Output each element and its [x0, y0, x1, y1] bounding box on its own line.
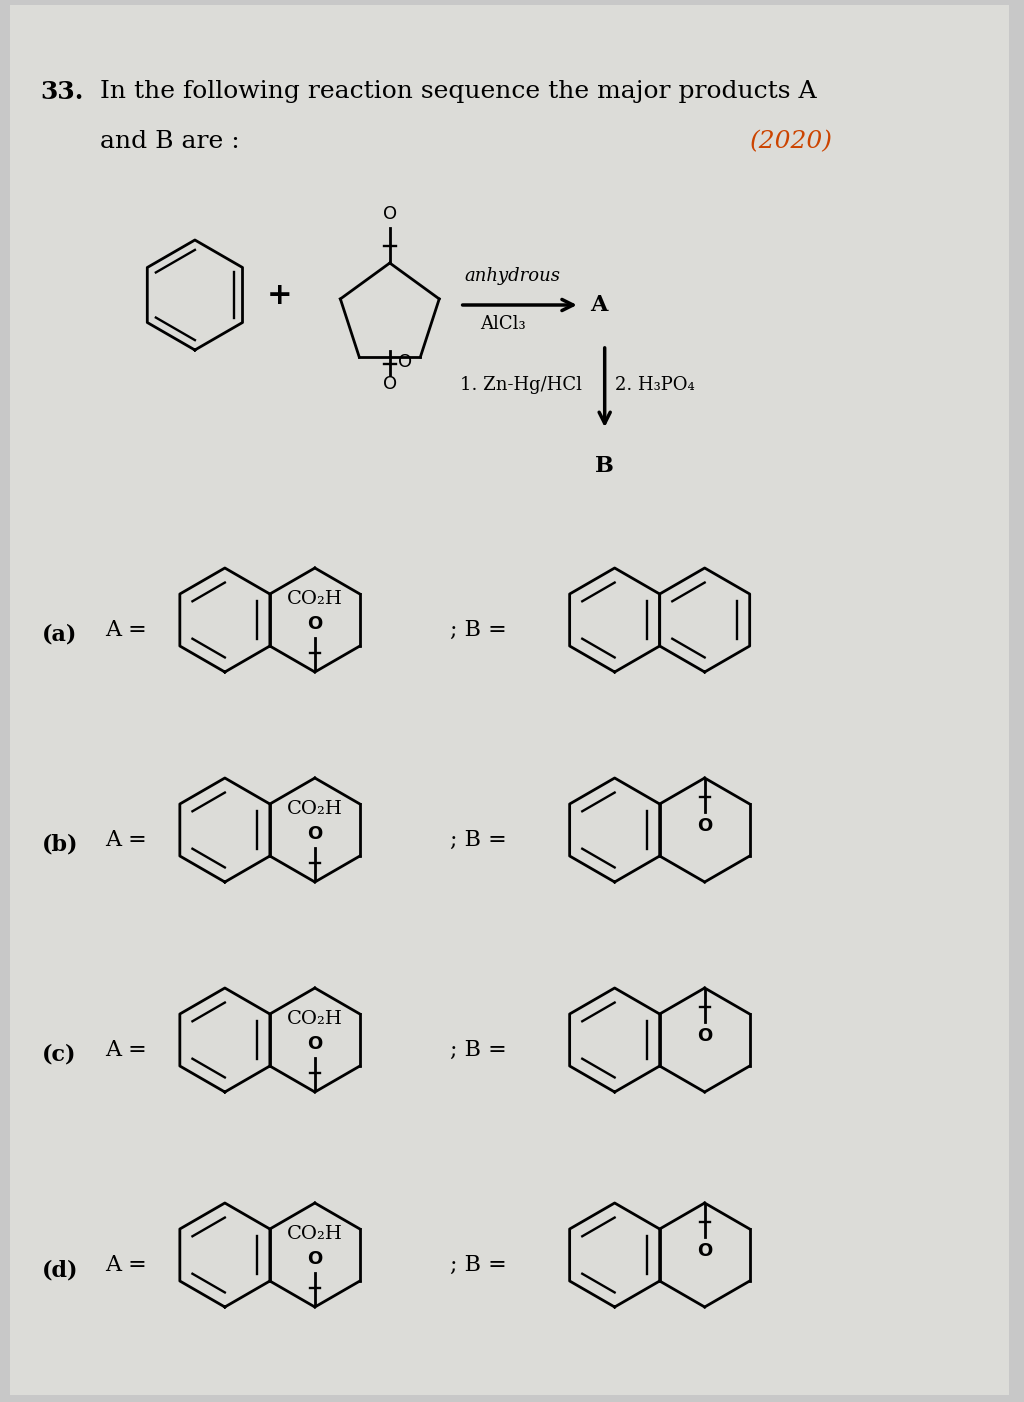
- Text: ; B =: ; B =: [450, 829, 507, 851]
- Text: 1. Zn-Hg/HCl: 1. Zn-Hg/HCl: [460, 376, 582, 394]
- Text: ; B =: ; B =: [450, 1039, 507, 1061]
- Text: O: O: [307, 1251, 323, 1269]
- Text: ; B =: ; B =: [450, 1253, 507, 1276]
- Text: O: O: [697, 817, 713, 834]
- Text: CO₂H: CO₂H: [287, 1009, 343, 1028]
- Text: In the following reaction sequence the major products A: In the following reaction sequence the m…: [100, 80, 816, 102]
- Text: 33.: 33.: [40, 80, 83, 104]
- FancyBboxPatch shape: [10, 6, 1010, 1395]
- Text: O: O: [697, 1026, 713, 1044]
- Text: 2. H₃PO₄: 2. H₃PO₄: [614, 376, 694, 394]
- Text: +: +: [267, 280, 293, 310]
- Text: O: O: [383, 205, 397, 223]
- Text: anhydrous: anhydrous: [465, 266, 561, 285]
- Text: O: O: [307, 826, 323, 843]
- Text: (c): (c): [42, 1044, 77, 1066]
- Text: O: O: [397, 353, 412, 372]
- Text: O: O: [307, 615, 323, 634]
- Text: A: A: [590, 294, 607, 315]
- Text: AlCl₃: AlCl₃: [480, 315, 525, 334]
- Text: B: B: [595, 456, 614, 477]
- Text: O: O: [307, 1035, 323, 1053]
- Text: CO₂H: CO₂H: [287, 590, 343, 608]
- Text: (b): (b): [42, 834, 79, 857]
- Text: A =: A =: [104, 829, 146, 851]
- Text: O: O: [697, 1242, 713, 1260]
- Text: (d): (d): [42, 1259, 79, 1281]
- Text: (a): (a): [42, 624, 78, 646]
- Text: A =: A =: [104, 620, 146, 641]
- Text: (2020): (2020): [750, 130, 833, 153]
- Text: CO₂H: CO₂H: [287, 801, 343, 817]
- Text: CO₂H: CO₂H: [287, 1225, 343, 1244]
- Text: and B are :: and B are :: [100, 130, 240, 153]
- Text: A =: A =: [104, 1253, 146, 1276]
- Text: ; B =: ; B =: [450, 620, 507, 641]
- Text: A =: A =: [104, 1039, 146, 1061]
- Text: O: O: [383, 374, 397, 393]
